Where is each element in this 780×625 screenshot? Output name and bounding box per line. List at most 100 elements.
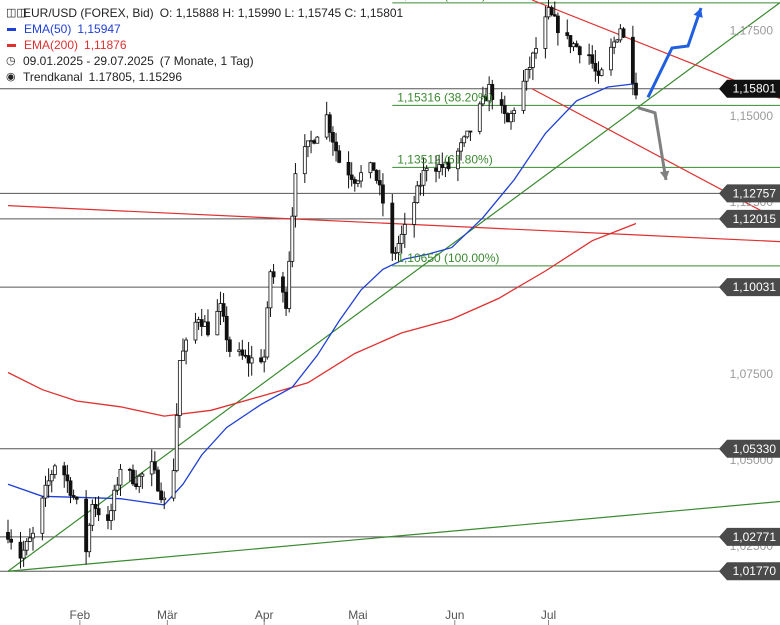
candle-body: [609, 46, 613, 71]
candle-body: [312, 140, 317, 144]
y-tick-label-1: 1,15000: [730, 109, 774, 123]
candle-body: [271, 271, 276, 278]
candle-body: [196, 319, 201, 323]
candle-body: [152, 461, 157, 471]
target-icon: ◉: [6, 71, 16, 83]
candle-body: [243, 354, 248, 357]
candle-body: [224, 315, 229, 341]
candle-body: [587, 54, 592, 57]
chart-legend: ◫◫ EUR/USD (FOREX, Bid) O: 1,15888 H: 1,…: [6, 5, 403, 85]
projection-bull: [646, 7, 703, 98]
candle-body: [512, 110, 517, 114]
candle-body: [349, 174, 354, 180]
candle-body: [371, 162, 376, 171]
candle-body: [521, 80, 526, 111]
candle-body: [630, 36, 635, 84]
candle-body: [530, 52, 535, 68]
x-tick-label-1: Mär: [157, 608, 178, 622]
candle-body: [149, 461, 154, 475]
instrument-name: EUR/USD (FOREX, Bid): [23, 6, 154, 20]
candle-body: [393, 252, 398, 254]
candle-body: [249, 357, 254, 364]
candle-body: [262, 356, 267, 363]
legend-period-row: ◷ 09.01.2025 - 29.07.2025 (7 Monate, 1 T…: [6, 53, 403, 69]
candle-body: [84, 498, 89, 553]
candle-body: [421, 170, 426, 186]
candle-body: [259, 357, 263, 363]
price-tag-shape: [719, 562, 780, 581]
candles: [6, 0, 638, 569]
candle-body: [399, 233, 404, 244]
candle-body: [112, 489, 117, 512]
candle-body: [268, 271, 273, 309]
candle-body: [184, 339, 188, 352]
candle-body: [590, 54, 595, 64]
candle-body: [162, 497, 167, 501]
candle-body: [40, 497, 45, 534]
candle-body: [415, 185, 420, 203]
candle-body: [302, 146, 307, 175]
candle-body: [309, 140, 313, 143]
candle-body: [327, 114, 332, 133]
price-tag-2: 1,12015: [719, 209, 780, 228]
x-tick-label-5: Jul: [541, 608, 556, 622]
candle-body: [287, 260, 292, 309]
legend-ema50-row: EMA(50) 1,15947: [6, 21, 403, 37]
period-detail: (7 Monate, 1 Tag): [159, 54, 254, 68]
candle-body: [524, 68, 529, 82]
candle-body: [115, 484, 120, 491]
candle-body: [31, 532, 35, 539]
price-tag-3: 1,10031: [719, 278, 780, 297]
candle-body: [568, 35, 573, 48]
ema50-path: [7, 82, 637, 506]
candle-body: [265, 307, 270, 358]
candle-body: [131, 469, 135, 485]
candle-body: [118, 468, 123, 486]
x-tick-label-0: Feb: [70, 608, 91, 622]
candle-body: [346, 161, 351, 176]
candle-body: [199, 319, 204, 327]
candle-body: [424, 168, 429, 171]
candle-body: [359, 172, 363, 182]
candle-body: [593, 62, 598, 72]
price-tag-1: 1,12757: [719, 184, 780, 203]
candle-body: [324, 114, 329, 138]
candle-body: [621, 28, 626, 38]
candle-body: [52, 465, 57, 475]
price-tags: 1,15801 1,12757 1,12015 1,10031 1,05330 1,027…: [719, 79, 780, 581]
fib-label-3: 1,10650 (100.00%): [397, 251, 499, 265]
candle-body: [9, 538, 14, 543]
x-tick-label-3: Mai: [348, 608, 367, 622]
legend-ema200-row: EMA(200) 1,11876: [6, 37, 403, 53]
candle-body: [402, 224, 407, 235]
candle-body: [549, 7, 554, 16]
candle-body: [227, 339, 232, 352]
candle-body: [65, 474, 70, 482]
price-tag-shape: [719, 79, 780, 98]
candle-body: [221, 303, 226, 317]
price-tag-0: 1,15801: [719, 79, 780, 98]
price-tag-4: 1,05330: [719, 439, 780, 458]
x-tick-label-2: Apr: [255, 608, 274, 622]
candle-body: [352, 179, 357, 184]
ema200-label: EMA(200): [24, 38, 79, 52]
ema50-line: [7, 82, 637, 506]
candle-body: [506, 113, 510, 123]
candle-body: [193, 321, 198, 341]
candle-body: [49, 474, 54, 482]
candle-body: [21, 549, 26, 559]
candle-body: [396, 243, 401, 253]
candle-body: [543, 16, 548, 49]
candle-body: [281, 276, 285, 293]
candle-body: [74, 496, 79, 500]
x-tick-label-4: Jun: [445, 608, 464, 622]
candle-body: [106, 514, 110, 521]
projection-bull-head: [693, 8, 703, 18]
candle-body: [477, 103, 482, 132]
candle-body: [177, 360, 182, 416]
price-tag-label: 1,10031: [733, 280, 777, 294]
candle-body: [618, 28, 623, 41]
candle-body: [18, 541, 23, 559]
price-tag-label: 1,01770: [733, 564, 777, 578]
